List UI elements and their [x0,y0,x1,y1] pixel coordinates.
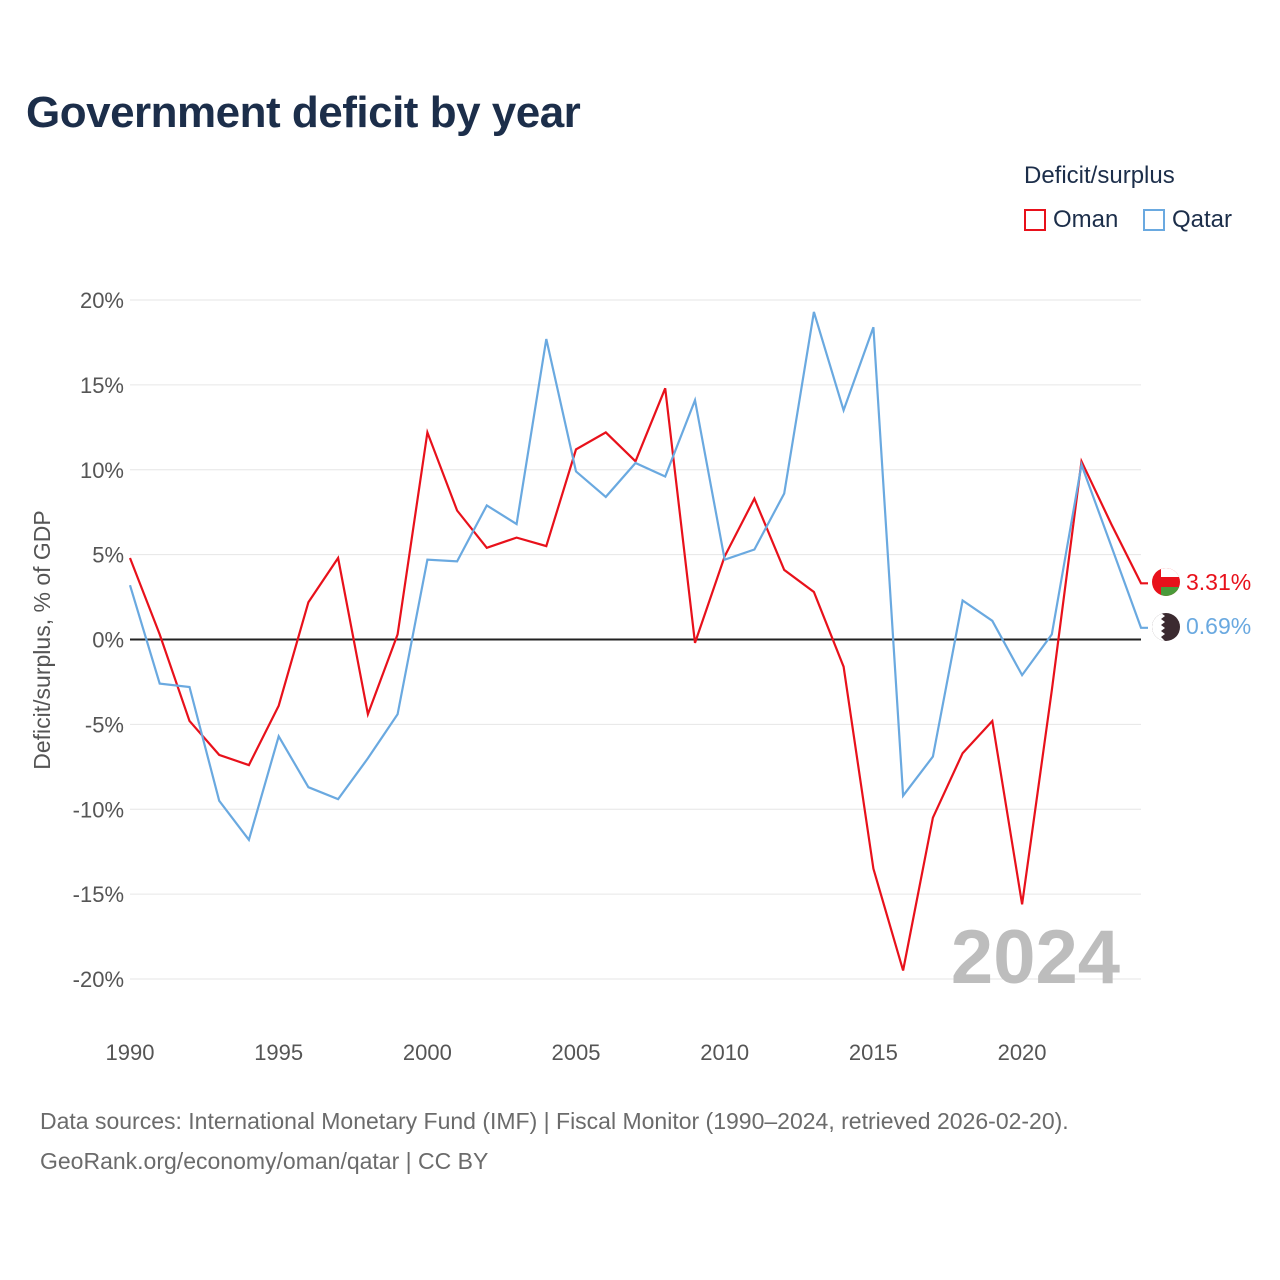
legend-title: Deficit/surplus [1024,162,1175,189]
y-tick-label: 0% [92,628,124,653]
legend-item-qatar[interactable]: Qatar [1143,205,1232,235]
footer-credit[interactable]: GeoRank.org/economy/oman/qatar | CC BY [40,1148,489,1174]
x-tick-label: 2005 [552,1040,601,1065]
y-tick-label: 15% [80,373,124,398]
x-tick-label: 2020 [998,1040,1047,1065]
y-tick-label: 5% [92,543,124,568]
year-label: 2024 [951,915,1120,1000]
series-line-oman [128,387,1148,971]
x-tick-label: 2010 [700,1040,749,1065]
y-tick-label: -15% [73,882,124,907]
grid-lines [130,299,1141,980]
country-flags [1152,568,1180,641]
y-tick-label: -10% [73,797,124,822]
y-tick-label: -5% [85,712,124,737]
oman-flag-icon [1152,568,1180,596]
y-tick-label: -20% [73,967,124,992]
x-tick-label: 1990 [106,1040,155,1065]
line-chart: 20% 15% 10% 5% 0% -5% -10% -15% -20% 1990 1995 200… [29,288,1251,1065]
legend-label-qatar: Qatar [1172,206,1233,233]
legend-label-oman: Oman [1053,206,1119,233]
series-line-qatar [128,311,1148,843]
end-label-oman: 3.31% [1186,569,1251,595]
y-axis-ticks: 20% 15% 10% 5% 0% -5% -10% -15% -20% [73,288,124,992]
legend-swatch-qatar [1143,209,1165,231]
x-tick-label: 1995 [254,1040,303,1065]
legend-swatch-oman [1024,209,1046,231]
end-labels: 3.31% 0.69% [1186,569,1251,639]
qatar-flag-icon [1152,613,1180,641]
x-axis-ticks: 1990 1995 2000 2005 2010 2015 2020 [106,1040,1047,1065]
y-tick-label: 20% [80,288,124,313]
end-label-qatar: 0.69% [1186,613,1251,639]
chart-title: Government deficit by year [26,88,581,137]
series-lines [128,311,1148,971]
y-axis-label: Deficit/surplus, % of GDP [29,510,55,769]
y-tick-label: 10% [80,458,124,483]
legend-item-oman[interactable]: Oman [1024,205,1118,235]
x-tick-label: 2015 [849,1040,898,1065]
x-tick-label: 2000 [403,1040,452,1065]
footer-sources: Data sources: International Monetary Fun… [40,1108,1069,1134]
